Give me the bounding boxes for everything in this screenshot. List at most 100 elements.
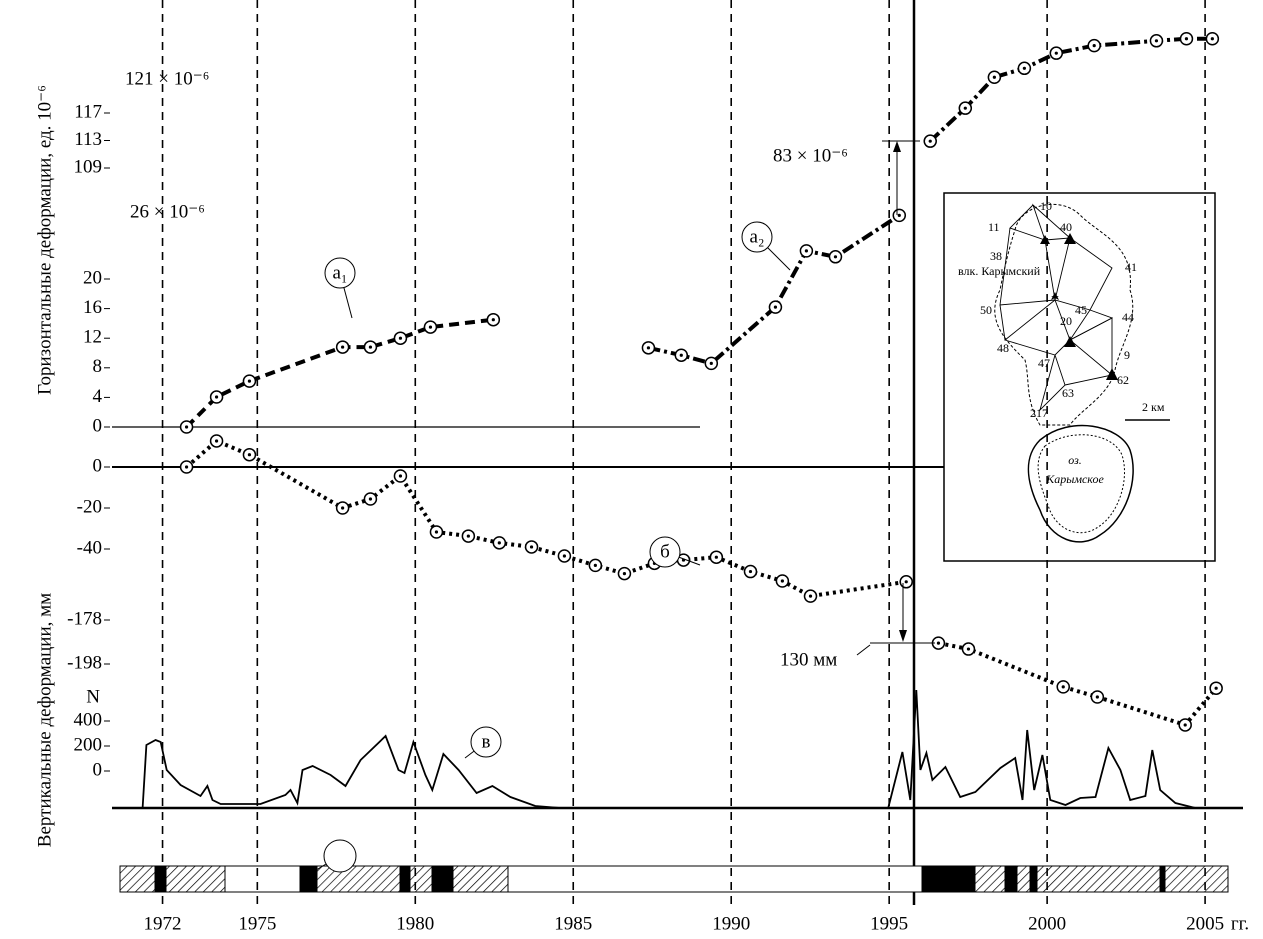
series-line [141,734,561,809]
map-label: 48 [997,341,1009,355]
y-tick-label: -40 [77,537,102,558]
arrow-head [899,630,907,642]
point-dot [963,106,967,110]
x-tick-label: 1975 [238,913,276,934]
point-dot [368,497,373,501]
data-point [335,501,350,515]
data-point [803,589,818,603]
point-dot [622,572,627,576]
data-point [1090,690,1105,704]
point-dot [214,395,219,399]
x-axis-title: гг. [1231,913,1249,934]
data-point [1205,31,1220,46]
data-point [931,636,946,650]
y-tick-label: 400 [74,709,103,730]
data-point [1087,38,1101,53]
data-point [641,341,656,355]
series-label: а₁ [332,262,347,283]
point-dot [904,580,908,584]
map-label: оз. [1068,453,1082,467]
point-dot [833,255,838,259]
data-point [423,320,438,334]
y-axis-title: N [86,686,100,707]
annotation: 83 × 10⁻⁶ [773,145,848,166]
data-point [987,70,1002,84]
point-dot [368,345,373,349]
arrow-head [893,141,901,152]
data-point [799,244,814,258]
point-dot [1210,37,1214,41]
data-point [674,348,689,362]
x-tick-label: 2000 [1028,913,1066,934]
y-tick-label: 0 [93,759,103,780]
map-label: 2 км [1142,400,1165,414]
series-label: б [660,541,670,562]
y-tick-label: 12 [83,327,102,348]
map-label: 11 [988,220,1000,234]
map-label: влк. Карымский [958,264,1041,278]
data-point [429,525,444,539]
y-tick-label: 16 [83,297,102,318]
point-dot [773,305,778,309]
data-point [209,390,224,404]
point-dot [1095,695,1099,699]
data-point [363,492,378,506]
point-dot [928,139,932,143]
x-tick-label: 1985 [554,913,592,934]
y-axis-title: Вертикальные деформации, мм [34,593,55,847]
data-point [1179,31,1194,46]
point-dot [1214,686,1218,690]
map-label: 20 [1060,314,1072,328]
point-dot [491,318,495,322]
point-dot [804,249,808,253]
inset-map [943,192,1216,562]
y-tick-label: 109 [74,156,103,177]
data-point [179,460,194,474]
series-line [647,213,901,366]
annotation: 121 × 10⁻⁶ [125,68,209,89]
map-label: 217 [1030,406,1048,420]
point-dot [780,579,784,583]
data-point [1149,34,1164,48]
series-label: а₂ [749,226,764,247]
y-tick-label: 20 [83,267,102,288]
point-dot [1054,51,1058,55]
data-point [461,529,476,543]
map-label: 38 [990,249,1002,263]
point-dot [992,75,996,79]
point-dot [1022,66,1026,70]
map-label: 9 [1124,348,1130,362]
annotation: 26 × 10⁻⁶ [130,201,205,222]
point-dot [428,325,433,329]
series-line [185,438,907,599]
map-label: 41 [1125,260,1137,274]
point-dot [1184,37,1189,41]
data-point [242,447,257,462]
map-label: 45 [1075,303,1087,317]
point-dot [593,563,597,568]
point-dot [466,534,470,538]
data-point [892,208,907,223]
stripe-marker [323,839,357,873]
point-dot [247,453,252,457]
point-dot [398,474,403,478]
point-dot [1183,723,1187,727]
point-dot [434,530,439,534]
data-point [335,340,350,354]
leader-line [299,863,327,881]
data-point [1178,718,1192,732]
y-axis-title: Горизонтальные деформации, ед. 10⁻⁶ [34,85,55,395]
y-tick-label: 0 [93,455,103,476]
y-tick-label: -178 [67,608,102,629]
data-point [209,434,224,448]
data-point [588,558,603,573]
data-point [743,564,758,579]
point-dot [936,641,941,645]
point-dot [679,353,683,357]
map-label: 63 [1062,386,1074,400]
point-dot [897,213,901,217]
data-point [1209,681,1223,695]
series-label: в [482,731,491,752]
data-point [704,356,719,371]
point-dot [966,647,971,651]
